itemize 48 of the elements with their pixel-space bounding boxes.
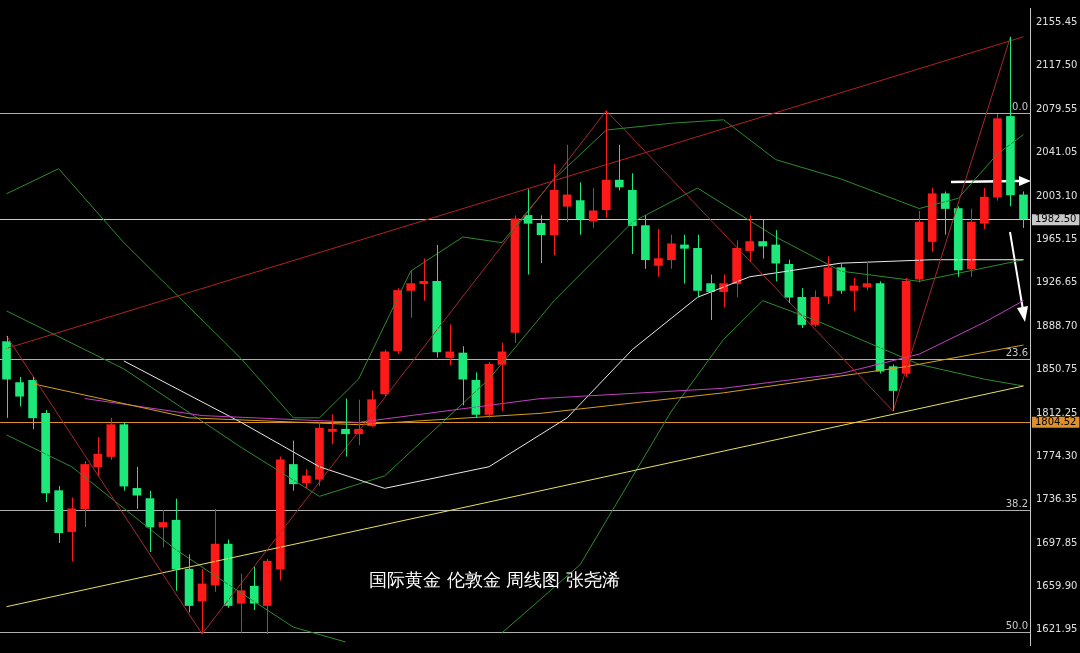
annotation: 38.2 xyxy=(1005,498,1028,510)
candlestick xyxy=(680,234,689,285)
y-tick-label: 1736.35 xyxy=(1036,492,1078,504)
candlestick xyxy=(1019,190,1028,229)
candlestick xyxy=(93,436,103,477)
y-tick-label: 1850.75 xyxy=(1036,362,1078,374)
candlestick xyxy=(601,110,611,219)
candlestick xyxy=(654,228,663,278)
y-tick-label: 2003.10 xyxy=(1036,189,1078,201)
candlestick xyxy=(406,270,416,319)
ref-line-label: 1804.52 xyxy=(1035,415,1077,427)
y-tick-label: 1774.30 xyxy=(1036,449,1078,461)
y-tick-label: 1621.95 xyxy=(1036,623,1078,635)
candlestick xyxy=(2,335,11,419)
y-tick-label: 1697.85 xyxy=(1036,536,1078,548)
candlestick xyxy=(641,214,650,270)
y-tick-label: 1812.25 xyxy=(1036,406,1078,418)
candlestick xyxy=(380,349,389,397)
candlestick xyxy=(693,234,702,298)
candlestick xyxy=(745,214,755,263)
ref-line-label: 1982.50 xyxy=(1035,213,1077,225)
y-tick-label: 1888.70 xyxy=(1036,319,1078,331)
y-tick-label: 2079.55 xyxy=(1036,102,1078,114)
y-tick-label: 2041.05 xyxy=(1036,146,1078,158)
y-tick-label: 1965.15 xyxy=(1036,232,1078,244)
candlestick xyxy=(927,187,937,253)
candlestick xyxy=(967,208,976,278)
candlestick xyxy=(667,234,676,270)
candlestick xyxy=(15,376,24,407)
y-tick-label: 2117.50 xyxy=(1036,59,1078,71)
candlestick xyxy=(54,485,63,544)
candlestick xyxy=(106,417,116,461)
annotation: 0.0 xyxy=(1012,100,1028,112)
y-tick-label: 2155.45 xyxy=(1036,16,1078,28)
text: 国际黄金 伦敦金 周线图 张尧浠 xyxy=(368,568,620,590)
y-tick-label: 1926.65 xyxy=(1036,276,1078,288)
candlestick xyxy=(419,258,429,302)
candlestick xyxy=(262,558,272,635)
candlestick xyxy=(328,413,337,445)
candlestick xyxy=(41,409,50,503)
candlestick xyxy=(67,496,77,562)
candlestick xyxy=(980,187,989,230)
candlestick xyxy=(993,113,1002,202)
y-tick-label: 1659.90 xyxy=(1036,579,1078,591)
annotation: 23.6 xyxy=(1005,346,1028,358)
annotation: 50.0 xyxy=(1005,619,1028,631)
candlestick xyxy=(588,187,598,229)
candlestick xyxy=(575,181,585,236)
